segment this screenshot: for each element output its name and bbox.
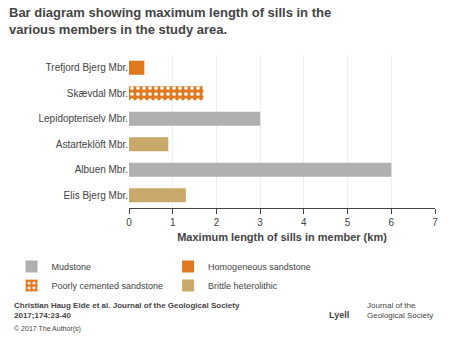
svg-text:Poorly cemented sandstone: Poorly cemented sandstone — [52, 281, 164, 291]
svg-text:Bar diagram showing maximum le: Bar diagram showing maximum length of si… — [9, 5, 331, 37]
svg-text:7: 7 — [432, 217, 438, 228]
svg-text:Albuen Mbr.: Albuen Mbr. — [75, 164, 128, 175]
svg-text:Christian Haug Eide et al. Jou: Christian Haug Eide et al. Journal of th… — [14, 301, 240, 320]
svg-text:Lyell: Lyell — [329, 310, 349, 320]
svg-text:3: 3 — [257, 217, 263, 228]
svg-text:Skævdal Mbr.: Skævdal Mbr. — [67, 88, 128, 99]
svg-text:2: 2 — [214, 217, 220, 228]
svg-text:Mudstone: Mudstone — [52, 262, 92, 272]
svg-text:Maximum length of sills in mem: Maximum length of sills in member (km) — [177, 231, 387, 243]
svg-text:Lepidopteriselv Mbr.: Lepidopteriselv Mbr. — [39, 113, 129, 124]
svg-text:6: 6 — [389, 217, 395, 228]
svg-text:5: 5 — [345, 217, 351, 228]
svg-text:© 2017 The Author(s): © 2017 The Author(s) — [14, 325, 81, 333]
svg-text:Trefjord Bjerg Mbr.: Trefjord Bjerg Mbr. — [46, 62, 128, 73]
svg-text:Homogeneous sandstone: Homogeneous sandstone — [208, 262, 311, 272]
svg-text:Journal of theGeological Socie: Journal of theGeological Society — [367, 301, 433, 320]
svg-text:1: 1 — [170, 217, 176, 228]
svg-text:Elis Bjerg Mbr.: Elis Bjerg Mbr. — [64, 190, 128, 201]
svg-text:Brittle heterolithic: Brittle heterolithic — [208, 281, 278, 291]
svg-text:4: 4 — [301, 217, 307, 228]
svg-text:Astarteklöft Mbr.: Astarteklöft Mbr. — [56, 139, 128, 150]
svg-text:0: 0 — [126, 217, 132, 228]
